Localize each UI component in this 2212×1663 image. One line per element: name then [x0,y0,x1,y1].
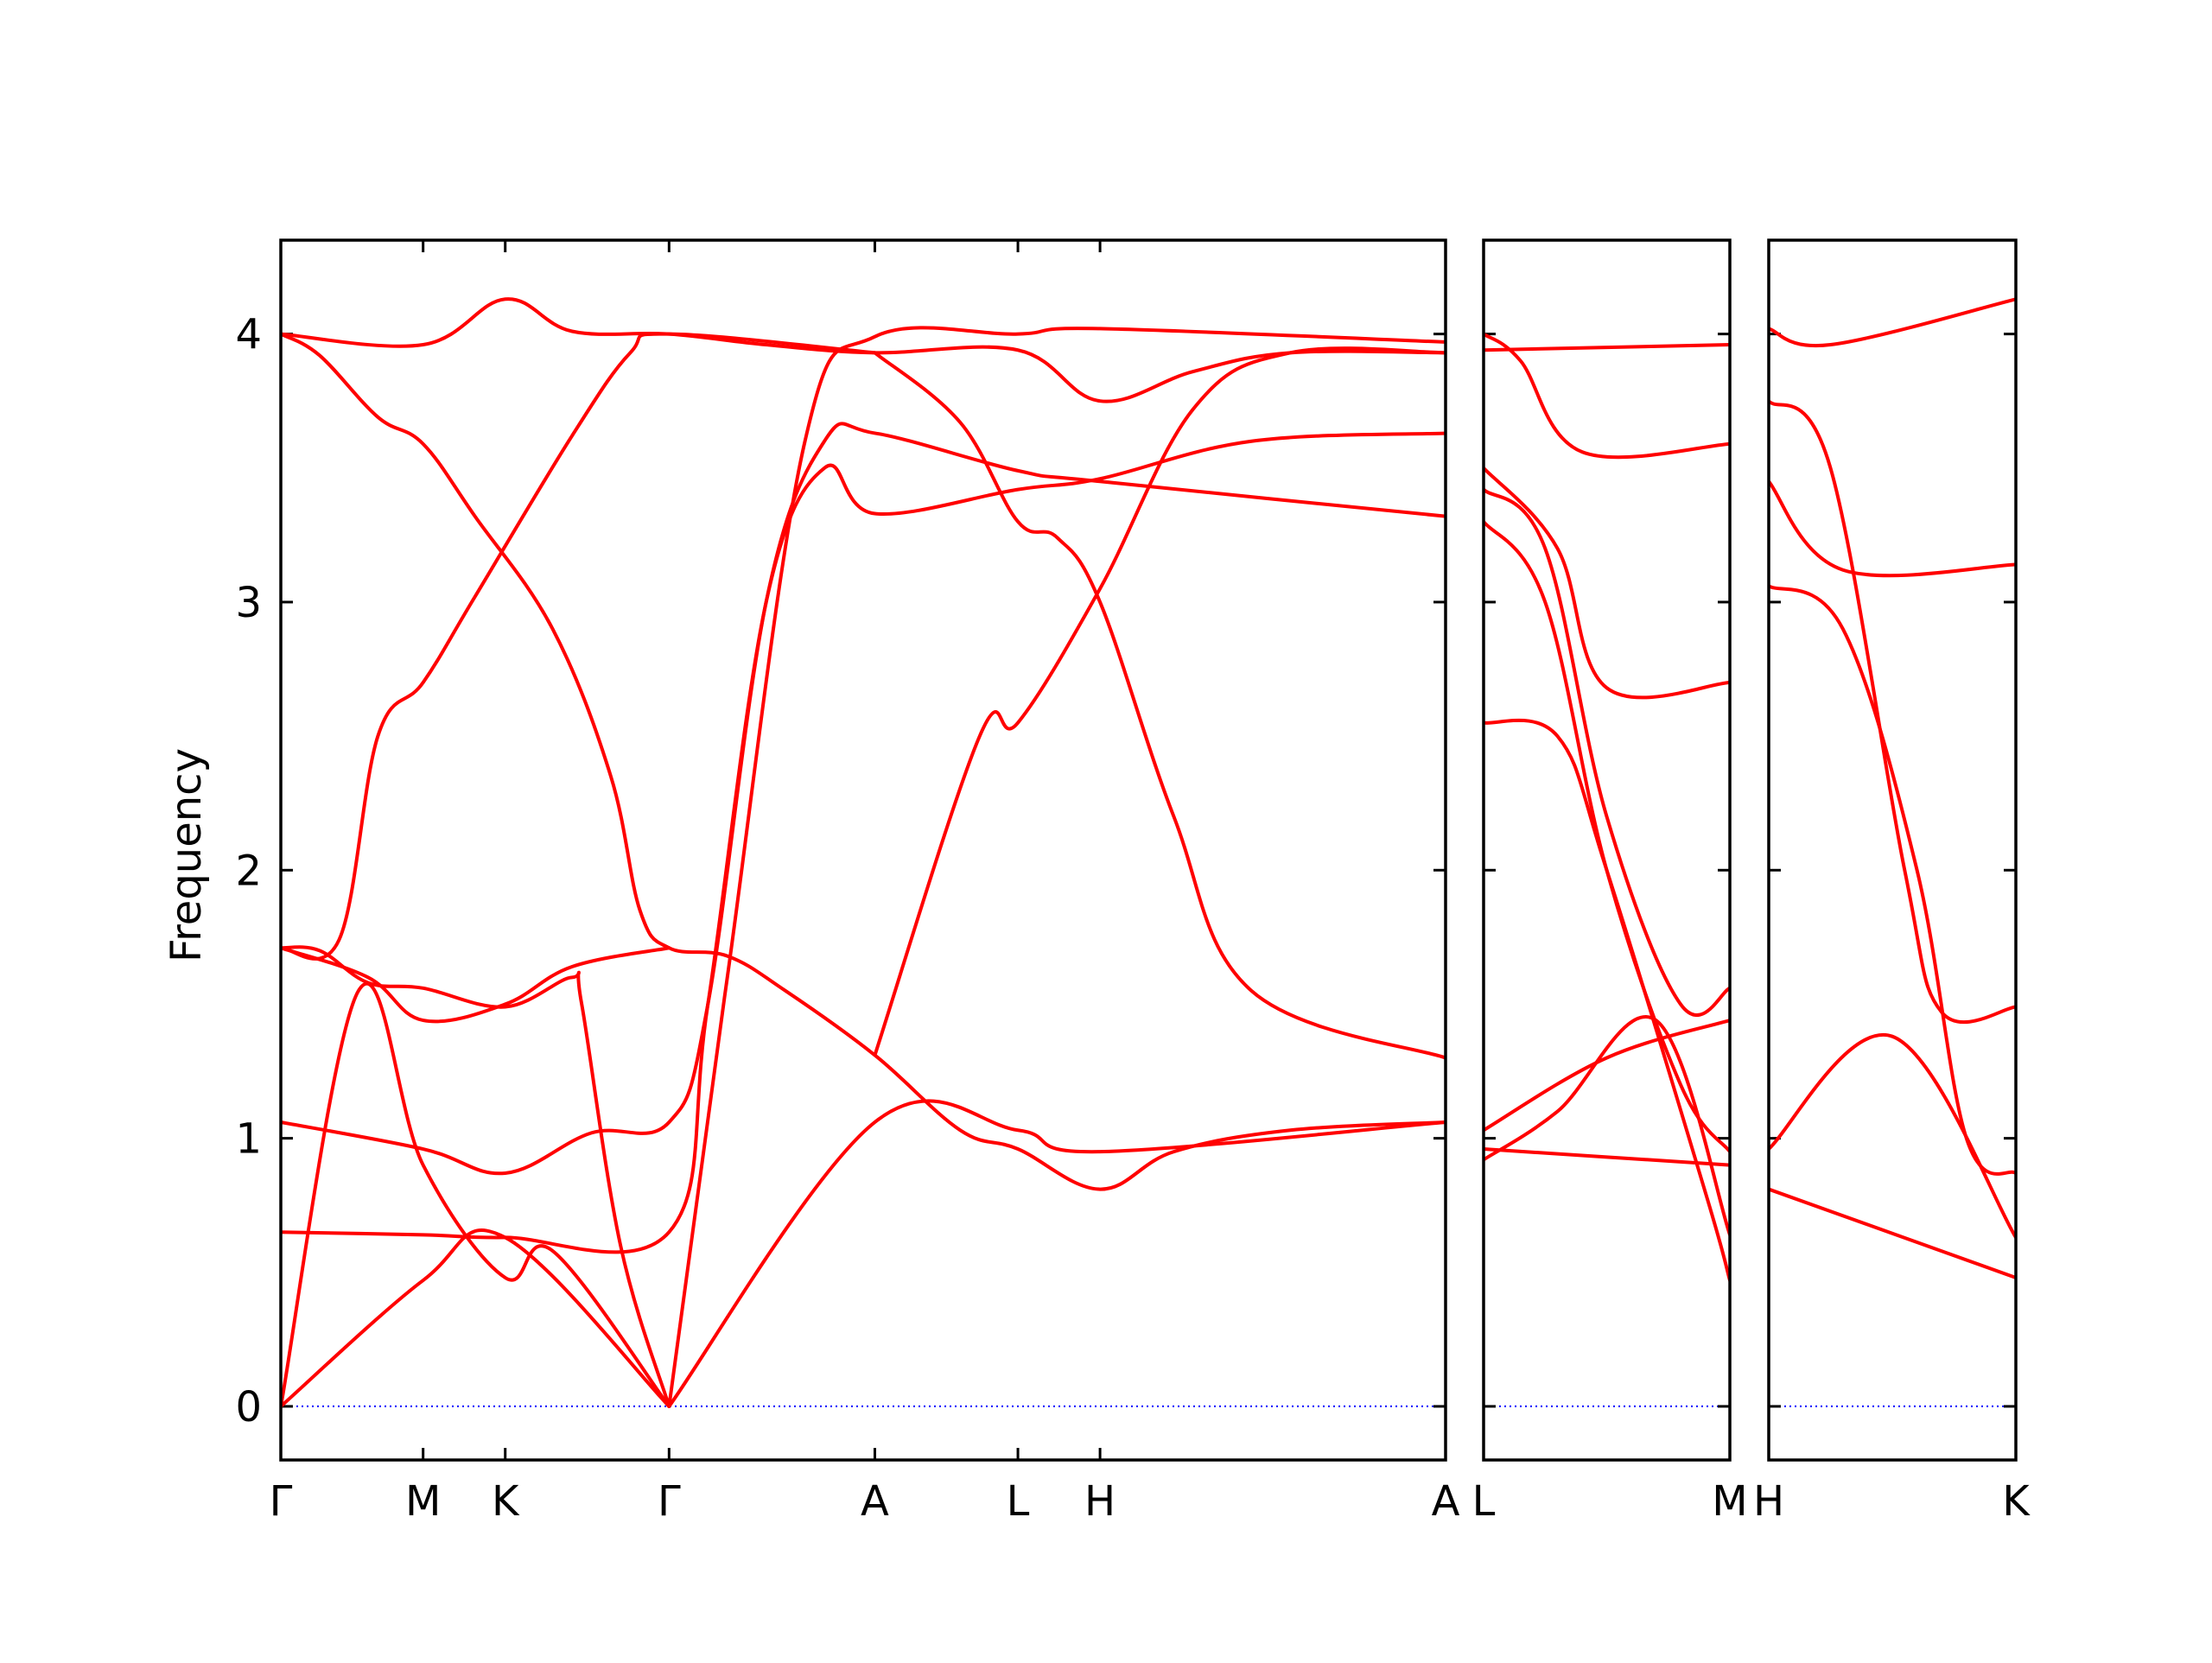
x-tick-label: Γ [658,1477,681,1526]
band-line [1484,1019,1730,1133]
x-tick-label: K [2002,1477,2031,1526]
band-line [1769,1187,2016,1279]
x-tick-label: M [1712,1477,1747,1526]
y-tick-label: 2 [235,847,262,895]
band-lines [1769,297,2016,1279]
panel-1: Γ M K Γ A L H A 0 1 2 3 4 [235,238,1460,1526]
band-line [281,1228,671,1408]
band-line [281,297,1446,403]
x-tick-label: L [1472,1477,1496,1526]
x-tick-label: H [1753,1477,1784,1526]
panel-frame [279,238,1447,1462]
band-line [1484,466,1730,700]
band-line [1484,1015,1730,1237]
band-line [1484,718,1730,1283]
x-tick-label: K [492,1477,520,1526]
band-line [667,1099,1446,1408]
x-tick-label: H [1084,1477,1116,1526]
band-line [1484,332,1730,460]
band-line [281,981,671,1408]
band-line [281,332,1446,1191]
band-line [1484,487,1730,1018]
x-tick-label: M [405,1477,441,1526]
x-tick-label: A [1432,1477,1460,1526]
band-line [1769,479,2016,578]
y-axis-label: Frequency [162,748,211,962]
band-line [281,946,671,1024]
band-line [1484,1147,1730,1167]
band-line [1769,297,2016,348]
band-line [281,332,877,961]
x-tick-label: L [1007,1477,1030,1526]
x-tick-label: A [861,1477,889,1526]
band-line [1769,1032,2016,1240]
y-tick-label: 3 [235,579,262,627]
x-tick-label: Γ [270,1477,293,1526]
y-tick-label: 1 [235,1115,262,1164]
band-line [873,351,1446,1060]
y-tick-label: 4 [235,311,262,359]
band-line [873,346,1446,1057]
panel-frame [1767,238,2018,1462]
band-line [281,945,671,1408]
band-line [281,422,1446,1176]
y-tick-label: 0 [235,1383,262,1431]
band-lines [281,297,1446,1408]
band-line [1769,399,2016,1025]
band-line [667,326,1446,1408]
band-line [281,431,1446,1254]
band-line [1769,584,2016,1176]
band-line [1484,343,1730,352]
band-lines [1484,332,1730,1283]
panel-frame [1482,238,1732,1462]
